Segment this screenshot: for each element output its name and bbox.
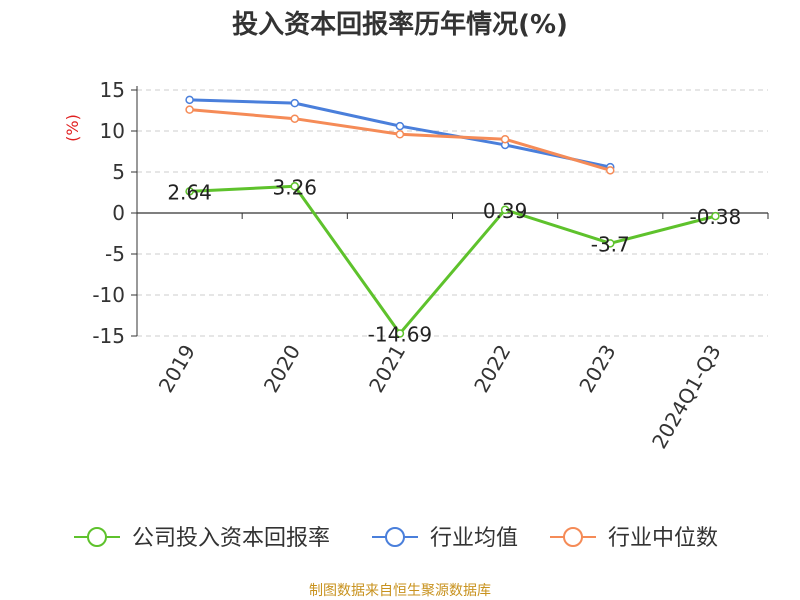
point-industry_median [500, 134, 510, 144]
data-label: -14.69 [368, 322, 432, 346]
point-company [185, 187, 194, 196]
x-tick-label: 2021 [364, 341, 410, 397]
legend-label: 行业中位数 [608, 526, 718, 551]
legend-item-industry_avg: 行业均值 [372, 526, 518, 551]
point-company [395, 329, 405, 338]
x-tick-label: 2023 [574, 341, 620, 397]
y-tick-label: 5 [112, 160, 125, 184]
legend-item-company: 公司投入资本回报率 [74, 526, 330, 551]
legend-swatch-marker [385, 527, 405, 547]
series-line-company [189, 184, 716, 335]
data-label: -3.7 [591, 232, 630, 256]
series-line-industry_median [189, 108, 611, 172]
point-industry_median [606, 166, 615, 175]
legend-swatch-marker [87, 527, 107, 547]
legend-label: 公司投入资本回报率 [132, 526, 330, 551]
y-tick-label: 10 [100, 119, 125, 143]
point-company [711, 211, 720, 221]
point-industry_avg [185, 95, 194, 105]
y-tick-label: 15 [100, 78, 125, 102]
legend-label: 行业均值 [430, 526, 518, 551]
y-tick-label: -10 [92, 283, 125, 307]
label-layer: 2.64 3.26 -14.69 0.39 -3.7 -0.38 [167, 175, 741, 346]
point-industry_median [185, 105, 194, 114]
point-company [606, 239, 615, 248]
data-label: -0.38 [690, 205, 742, 229]
x-tick-label: 2020 [259, 341, 305, 397]
series-layer [185, 95, 720, 338]
data-label: 0.39 [483, 199, 528, 223]
point-industry_median [290, 114, 299, 123]
legend-swatch-marker [563, 527, 583, 547]
x-tick-label: 2022 [469, 341, 515, 397]
data-label: 2.64 [167, 180, 212, 204]
point-company [500, 205, 510, 215]
legend: 公司投入资本回报率 行业均值 行业中位数 [74, 526, 718, 551]
point-industry_avg [395, 121, 405, 131]
point-industry_median [395, 130, 405, 139]
data-label: 3.26 [272, 175, 317, 199]
point-company [290, 182, 299, 191]
y-tick-label: 0 [112, 201, 125, 225]
legend-item-industry_median: 行业中位数 [550, 526, 718, 551]
y-tick-label: -15 [92, 324, 125, 348]
source-note: 制图数据来自恒生聚源数据库 [309, 583, 491, 599]
chart-title: 投入资本回报率历年情况(%) [232, 10, 568, 40]
point-industry_avg [290, 98, 299, 108]
x-tick-label: 2019 [154, 341, 200, 397]
grid-layer [137, 89, 768, 337]
x-tick-label: 2024Q1-Q3 [647, 341, 726, 453]
y-axis-unit: (%) [63, 114, 82, 142]
y-tick-label: -5 [105, 242, 125, 266]
